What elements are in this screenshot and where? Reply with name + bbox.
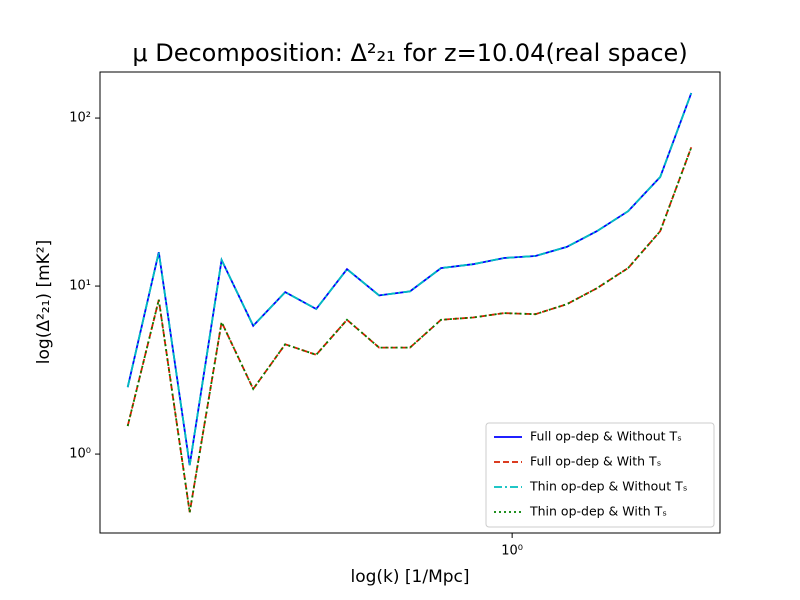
series-line	[126, 92, 693, 466]
y-tick-label: 10²	[69, 111, 91, 126]
series-line	[126, 146, 693, 513]
x-tick-label: 10⁰	[501, 544, 523, 559]
plot-frame	[99, 71, 721, 534]
chart-title: μ Decomposition: Δ²₂₁ for z=10.04(real s…	[132, 39, 687, 67]
legend-label: Thin op-dep & With Tₛ	[529, 504, 667, 519]
y-tick-label: 10⁰	[69, 447, 91, 462]
legend-box	[485, 422, 715, 528]
legend-label: Full op-dep & Without Tₛ	[530, 429, 682, 444]
y-axis-label: log(Δ²₂₁) [mK²]	[34, 240, 54, 364]
legend-label: Full op-dep & With Tₛ	[530, 454, 661, 469]
x-axis-label: log(k) [1/Mpc]	[350, 567, 469, 587]
legend-label: Thin op-dep & Without Tₛ	[529, 479, 687, 494]
y-tick-label: 10¹	[69, 279, 91, 294]
legend: Full op-dep & Without Tₛ Full op-dep & Wi…	[485, 422, 715, 528]
